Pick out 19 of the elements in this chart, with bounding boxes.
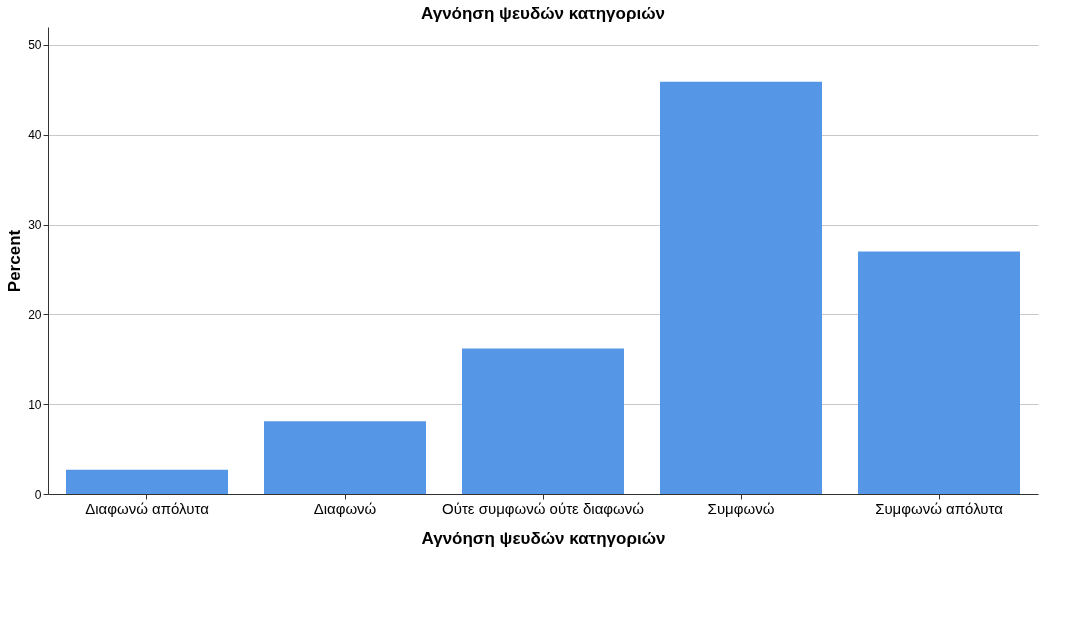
y-tick-label: 10 [28,397,42,412]
x-tick-label: Ούτε συμφωνώ ούτε διαφωνώ [442,499,645,517]
x-tick-label: Διαφωνώ απόλυτα [85,499,210,517]
x-tick-label: Συμφωνώ [707,499,775,517]
x-tick-label: Διαφωνώ [313,499,377,517]
y-tick-label: 50 [28,38,42,53]
y-tick-label: 30 [28,218,42,233]
bar [264,421,426,494]
bar [858,251,1020,494]
y-axis-title: Percent [5,229,25,293]
y-tick-label: 40 [28,128,42,143]
x-axis-title: Αγνόηση ψευδών κατηγοριών [421,528,666,548]
chart-title: Αγνόηση ψευδών κατηγοριών [421,4,665,23]
y-tick-label: 0 [34,487,42,502]
bar [462,348,624,494]
bar [660,81,822,494]
y-tick-label: 20 [28,307,42,322]
bar [66,469,228,494]
x-tick-label: Συμφωνώ απόλυτα [875,499,1004,517]
